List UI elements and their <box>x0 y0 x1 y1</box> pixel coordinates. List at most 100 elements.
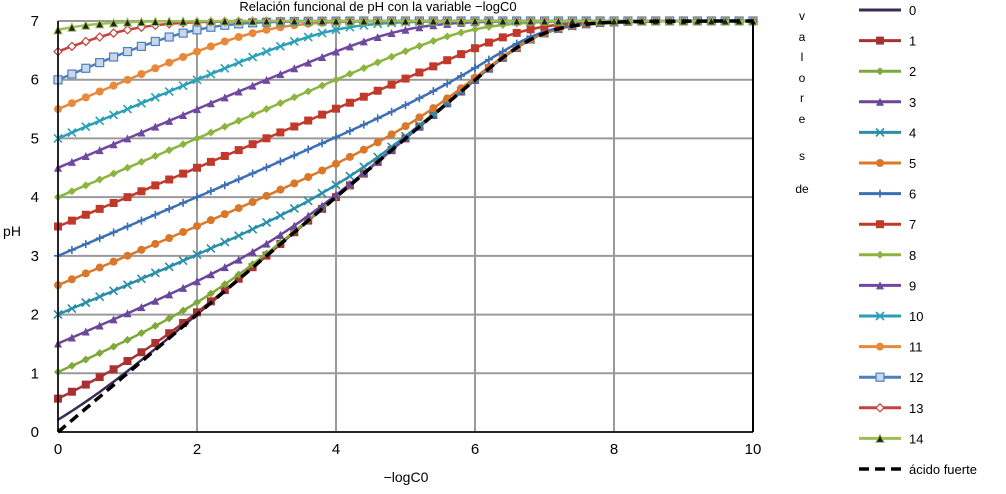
legend-entry: 13 <box>859 401 923 416</box>
series-marker <box>429 62 438 71</box>
series-marker <box>95 146 104 155</box>
series-marker <box>318 81 327 90</box>
series-marker <box>122 17 133 27</box>
series-marker <box>373 138 382 147</box>
series-marker <box>81 93 90 102</box>
x-axis-label: −logC0 <box>384 469 429 485</box>
series-marker <box>122 104 133 114</box>
series-marker <box>876 36 884 45</box>
series-marker <box>553 15 564 26</box>
series-marker <box>95 263 104 272</box>
series-marker <box>262 105 271 114</box>
series-marker <box>876 67 884 76</box>
series-marker <box>179 198 188 207</box>
series-marker <box>206 99 215 108</box>
series-marker <box>67 245 76 254</box>
y-tick-label: 1 <box>31 365 39 382</box>
legend-entry: 0 <box>859 3 916 18</box>
series-marker <box>220 151 229 160</box>
legend-note-line: v <box>799 9 805 23</box>
series-marker <box>137 329 146 338</box>
series-marker <box>67 333 76 342</box>
series-marker <box>206 270 215 279</box>
series-marker <box>136 41 146 51</box>
series-marker <box>108 52 119 62</box>
series-marker <box>290 64 299 73</box>
series-marker <box>261 217 272 228</box>
series-marker <box>164 32 174 42</box>
series-marker <box>303 32 313 42</box>
series-marker <box>109 140 118 149</box>
series-marker <box>109 315 118 324</box>
legend-note-line: de <box>795 182 809 196</box>
series-marker <box>67 69 77 79</box>
series-marker <box>137 303 146 312</box>
series-marker <box>540 22 549 31</box>
series-marker <box>67 387 76 396</box>
series-marker <box>609 15 619 26</box>
series-marker <box>401 122 410 131</box>
series-marker <box>81 298 91 308</box>
series-marker <box>150 36 160 47</box>
series-marker <box>539 15 550 26</box>
series-marker <box>706 15 717 26</box>
series-marker <box>876 342 884 351</box>
series-marker <box>401 47 410 56</box>
series-marker <box>165 233 174 242</box>
series-marker <box>122 46 133 57</box>
series-marker <box>876 281 884 290</box>
series-marker <box>428 15 439 26</box>
series-marker <box>332 104 340 113</box>
series-marker <box>206 187 215 196</box>
series-marker <box>206 157 215 166</box>
series-marker <box>219 15 230 26</box>
y-axis-label: pH <box>3 223 21 239</box>
legend-entry: 7 <box>859 217 916 232</box>
series-marker <box>81 181 90 190</box>
series-marker <box>206 69 216 79</box>
series-marker <box>875 311 885 321</box>
series-marker <box>151 321 160 330</box>
series-marker <box>95 292 105 302</box>
series-marker <box>151 64 160 73</box>
legend-entry: 1 <box>859 34 916 49</box>
series-marker <box>262 239 271 248</box>
series-marker <box>248 198 257 207</box>
series-marker <box>317 28 327 38</box>
series-marker <box>67 303 77 314</box>
series-marker <box>262 25 271 34</box>
legend-note-line: s <box>799 149 805 163</box>
legend-label: 8 <box>909 248 916 263</box>
series-marker <box>415 113 424 122</box>
series-marker <box>165 329 174 338</box>
series-marker <box>262 134 271 143</box>
legend-label: 0 <box>909 3 916 18</box>
series-marker <box>179 169 188 178</box>
series-marker <box>261 15 272 26</box>
legend-label: 6 <box>909 187 916 202</box>
series-marker <box>80 36 91 47</box>
series-marker <box>67 157 76 166</box>
series-marker <box>67 275 76 284</box>
series-marker <box>275 41 285 51</box>
series-marker <box>165 58 174 67</box>
series-marker <box>95 116 105 126</box>
series-marker <box>373 32 382 41</box>
series-marker <box>345 126 354 135</box>
series-marker <box>276 230 285 239</box>
series-marker <box>875 127 885 137</box>
series-marker <box>123 309 132 318</box>
series-marker <box>373 58 382 67</box>
series-marker <box>81 152 90 161</box>
legend-entry: 14 <box>859 431 923 446</box>
legend-entry: 9 <box>859 278 916 293</box>
series-marker <box>332 47 340 56</box>
series-marker <box>484 15 494 26</box>
series-marker <box>123 335 132 344</box>
series-marker <box>220 280 229 289</box>
series-marker <box>151 239 160 248</box>
series-marker <box>248 247 257 256</box>
series-marker <box>137 70 146 79</box>
series-marker <box>261 47 272 57</box>
series-marker <box>67 216 76 225</box>
